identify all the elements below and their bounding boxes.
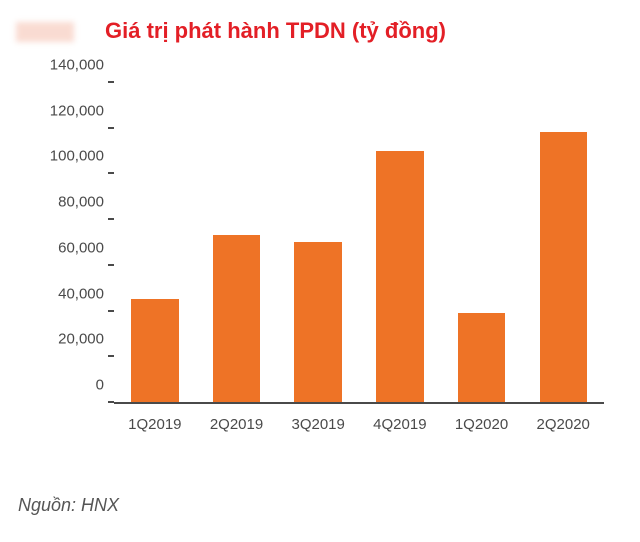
y-tick-label: 100,000 [50,148,114,165]
bar-chart: 0 20,000 40,000 60,000 80,000 100,000 120,000 1… [24,70,614,450]
bar [131,299,178,402]
y-tick-mark [108,172,114,174]
bar-slot [114,82,196,402]
bar-slot [359,82,441,402]
x-axis-labels: 1Q20192Q20193Q20194Q20191Q20202Q2020 [114,408,604,433]
y-tick-mark [108,81,114,83]
y-tick-label: 20,000 [58,331,114,348]
x-tick-label: 2Q2020 [522,408,604,433]
bar [376,151,423,402]
y-tick-label: 60,000 [58,239,114,256]
legend-swatch [16,22,74,42]
x-tick-label: 1Q2019 [114,408,196,433]
bar [213,235,260,402]
y-tick-mark [108,264,114,266]
bar-slot [277,82,359,402]
y-tick-label: 0 [96,377,114,394]
x-tick-label: 1Q2020 [441,408,523,433]
bar-slot [441,82,523,402]
x-tick-label: 2Q2019 [196,408,278,433]
x-tick-label: 3Q2019 [277,408,359,433]
y-tick-mark [108,218,114,220]
source-label: Nguồn: HNX [18,495,119,516]
bar [458,313,505,402]
bars-container [114,82,604,402]
y-tick-label: 80,000 [58,194,114,211]
x-tick-label: 4Q2019 [359,408,441,433]
bar [540,132,587,402]
bar-slot [196,82,278,402]
y-tick-label: 120,000 [50,102,114,119]
chart-title: Giá trị phát hành TPDN (tỷ đồng) [105,18,446,44]
y-tick-label: 140,000 [50,57,114,74]
y-tick-label: 40,000 [58,285,114,302]
y-tick-mark [108,127,114,129]
plot-area: 020,00040,00060,00080,000100,000120,0001… [114,82,604,404]
bar [294,242,341,402]
y-tick-mark [108,310,114,312]
y-tick-mark [108,355,114,357]
bar-slot [522,82,604,402]
y-tick-mark [108,401,114,403]
